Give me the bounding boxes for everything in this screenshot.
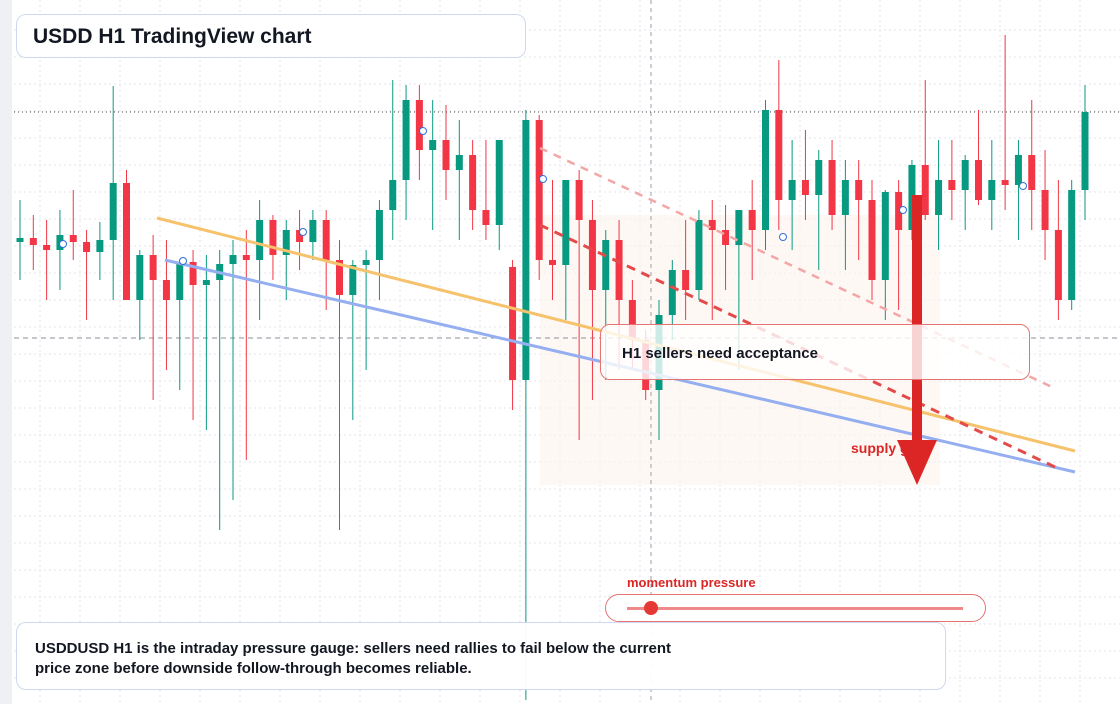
candle-body <box>202 280 210 285</box>
candle-body <box>1014 155 1022 185</box>
candle-body <box>695 220 703 290</box>
candle-body <box>455 155 463 170</box>
candle-body <box>509 267 517 380</box>
candle-body <box>549 260 556 265</box>
candle-body <box>1001 180 1009 185</box>
candle-body <box>668 270 676 315</box>
candle-body <box>96 240 104 252</box>
candle-body <box>881 192 889 280</box>
candle-body <box>841 180 849 215</box>
candle-body <box>788 180 796 200</box>
candle-body <box>748 210 756 230</box>
candle-body <box>189 262 197 285</box>
candle-body <box>402 100 410 180</box>
arrow-head <box>897 440 937 485</box>
candle-body <box>322 220 330 260</box>
candle-body <box>708 220 716 230</box>
candle-body <box>256 220 264 260</box>
candle-body <box>682 270 690 290</box>
candle-body <box>482 210 490 225</box>
candle-body <box>29 238 37 245</box>
candle-body <box>602 240 610 290</box>
candle-body <box>975 160 982 200</box>
candle-body <box>855 180 863 200</box>
candle-body <box>935 180 943 215</box>
candle-body <box>282 230 290 255</box>
candle-body <box>269 220 277 255</box>
candle-body <box>961 160 969 190</box>
candle-body <box>735 210 743 245</box>
candle-body <box>296 230 304 242</box>
caption: USDDUSD H1 is the intraday pressure gaug… <box>35 640 672 677</box>
candle-body <box>162 280 170 300</box>
candle-body <box>336 260 343 295</box>
candle-body <box>801 180 809 195</box>
candle-body <box>495 140 503 225</box>
candle-body <box>868 200 876 280</box>
arrow-label: supply gate <box>851 440 929 456</box>
candle-body <box>562 180 570 265</box>
candle-body <box>442 140 450 170</box>
gauge-knob <box>644 601 658 615</box>
candle-body <box>828 160 836 215</box>
gauge-label: momentum pressure <box>627 575 756 590</box>
candle-body <box>149 255 157 280</box>
gauge <box>605 594 986 622</box>
candle-body <box>429 140 437 150</box>
candle-body <box>722 230 730 245</box>
candle-body <box>1054 230 1062 300</box>
candle-body <box>762 110 769 230</box>
candle-body <box>109 183 117 240</box>
candle-body <box>136 255 144 300</box>
candle-body <box>349 265 357 295</box>
candle-body <box>988 180 996 200</box>
caption-box: USDDUSD H1 is the intraday pressure gaug… <box>16 622 946 690</box>
left-edge <box>0 0 12 704</box>
candle-body <box>908 165 916 230</box>
candle-body <box>389 180 397 210</box>
candle-body <box>615 240 623 300</box>
zone-note: H1 sellers need acceptance <box>600 324 1030 380</box>
candle-body <box>242 255 250 260</box>
candle-body <box>921 165 929 215</box>
candle-body <box>176 262 184 300</box>
candle-body <box>948 180 956 190</box>
candle-body <box>83 242 91 252</box>
candle-body <box>309 220 317 242</box>
candle-body <box>43 245 51 250</box>
gauge-track <box>627 607 963 610</box>
candle-body <box>522 120 530 380</box>
candle-body <box>1041 190 1049 230</box>
candle-body <box>628 300 636 340</box>
candle-body <box>16 238 24 242</box>
markers <box>59 127 1027 265</box>
candle-body <box>588 220 596 290</box>
candle-body <box>815 160 823 195</box>
candle-body <box>775 110 783 200</box>
candle-body <box>469 155 477 210</box>
candle-body <box>375 210 383 260</box>
candle-body <box>1068 190 1076 300</box>
title-box: USDD H1 TradingView chart <box>16 14 526 58</box>
candle-body <box>229 255 237 264</box>
candle-body <box>69 235 77 242</box>
candle-body <box>415 100 423 150</box>
candle-body <box>362 260 370 265</box>
candle-body <box>575 180 583 220</box>
candles <box>16 35 1089 700</box>
candle-body <box>535 120 543 260</box>
candle-body <box>1028 155 1036 190</box>
candle-body <box>895 192 903 230</box>
candle-body <box>1081 112 1089 190</box>
candle-body <box>123 183 130 300</box>
